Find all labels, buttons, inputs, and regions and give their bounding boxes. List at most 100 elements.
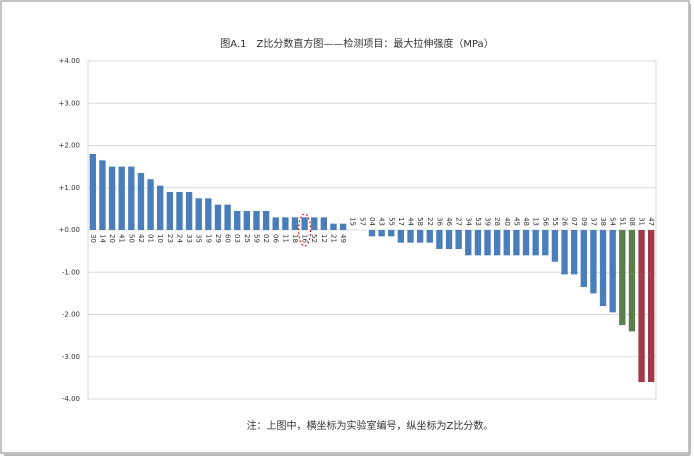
- x-tick-label: 28: [493, 217, 501, 226]
- bar: [368, 230, 376, 237]
- bar: [253, 210, 260, 230]
- x-tick-label: 12: [320, 234, 328, 243]
- y-tick-label: -4.00: [62, 395, 80, 403]
- highlight-circle: [298, 213, 312, 247]
- bar: [378, 230, 385, 237]
- bar: [243, 210, 251, 230]
- bar: [224, 204, 231, 230]
- x-tick-label: 35: [195, 234, 203, 243]
- x-tick-label: 44: [407, 217, 415, 226]
- y-tick-label: -2.00: [62, 311, 80, 319]
- x-tick-label: 21: [329, 234, 337, 243]
- x-tick-label: 13: [532, 217, 540, 226]
- x-tick-label: 08: [628, 217, 636, 226]
- x-tick-label: 24: [175, 234, 183, 243]
- bar: [89, 153, 96, 230]
- bar: [291, 217, 299, 230]
- bar: [455, 230, 462, 250]
- bar: [234, 210, 241, 230]
- bar: [147, 179, 154, 230]
- x-tick-label: 34: [464, 217, 472, 226]
- x-tick-label: 54: [609, 217, 617, 226]
- x-tick-label: 50: [127, 234, 135, 243]
- x-tick-label: 49: [339, 234, 347, 243]
- bar: [619, 230, 626, 326]
- x-tick-label: 42: [137, 234, 145, 243]
- x-tick-label: 18: [291, 234, 299, 243]
- bar: [388, 230, 395, 237]
- x-tick-label: 23: [166, 234, 174, 243]
- x-tick-label: 11: [281, 234, 289, 243]
- bar: [185, 191, 193, 230]
- x-tick-label: 09: [580, 217, 588, 226]
- x-tick-label: 14: [98, 234, 106, 243]
- bar: [166, 191, 174, 230]
- chart-title: 图A.1 Z比分数直方图——检测项目：最大拉伸强度（MPa）: [220, 37, 493, 50]
- bar: [484, 230, 491, 256]
- bar: [407, 230, 414, 243]
- bar: [436, 230, 443, 250]
- bar: [118, 166, 125, 230]
- x-tick-label: 06: [272, 234, 280, 243]
- x-tick-label: 17: [397, 217, 405, 226]
- x-tick-label: 60: [224, 234, 232, 243]
- bar: [542, 230, 549, 256]
- x-tick-label: 55: [387, 217, 395, 226]
- y-tick-label: +3.00: [59, 99, 80, 107]
- x-tick-label: 57: [358, 217, 366, 226]
- x-tick-label: 33: [185, 234, 193, 243]
- x-tick-label: 27: [455, 217, 463, 226]
- x-tick-label: 46: [445, 217, 453, 226]
- x-tick-label: 16: [301, 234, 309, 243]
- bar: [137, 172, 145, 230]
- x-tick-label: 20: [108, 234, 116, 243]
- y-tick-label: +1.00: [59, 184, 80, 192]
- bar: [157, 185, 164, 230]
- bar: [214, 204, 222, 230]
- x-tick-label: 59: [252, 234, 260, 243]
- bar: [330, 223, 337, 230]
- bar: [532, 230, 539, 256]
- bar: [128, 166, 135, 230]
- x-tick-label: 22: [426, 217, 434, 226]
- y-tick-label: +0.00: [59, 226, 80, 234]
- x-tick-label: 26: [561, 217, 569, 226]
- x-tick-label: 45: [512, 217, 520, 226]
- note: 注：上图中，横坐标为实验室编号，纵坐标为Z比分数。: [247, 419, 494, 432]
- y-tick-label: +2.00: [59, 142, 80, 150]
- x-tick-label: 47: [647, 217, 655, 226]
- bar: [311, 217, 318, 230]
- bar: [503, 230, 510, 256]
- x-tick-label: 04: [368, 217, 376, 226]
- bar: [628, 230, 636, 332]
- x-tick-label: 02: [262, 234, 270, 243]
- x-tick-label: 01: [147, 234, 155, 243]
- bar: [590, 230, 597, 294]
- y-tick-label: +4.00: [59, 57, 80, 65]
- bar: [493, 230, 501, 256]
- bar: [609, 230, 616, 313]
- bar: [99, 160, 106, 230]
- bar: [513, 230, 520, 256]
- x-tick-label: 43: [378, 217, 386, 226]
- bar: [551, 230, 559, 262]
- y-tick-label: -3.00: [62, 353, 80, 361]
- x-tick-label: 55: [551, 217, 559, 226]
- x-tick-label: 15: [349, 217, 357, 226]
- bar: [301, 217, 308, 230]
- bar: [108, 166, 116, 230]
- bar: [262, 210, 270, 230]
- bar: [426, 230, 433, 243]
- x-tick-label: 40: [503, 217, 511, 226]
- bar: [580, 230, 587, 288]
- bar: [570, 230, 578, 275]
- x-tick-label: 48: [522, 217, 530, 226]
- x-tick-label: 29: [214, 234, 222, 243]
- bar: [648, 230, 655, 383]
- bar: [638, 230, 645, 383]
- bar: [445, 230, 453, 250]
- bar: [282, 217, 289, 230]
- x-tick-label: 38: [599, 217, 607, 226]
- bar: [205, 198, 212, 230]
- x-tick-label: 51: [618, 217, 626, 226]
